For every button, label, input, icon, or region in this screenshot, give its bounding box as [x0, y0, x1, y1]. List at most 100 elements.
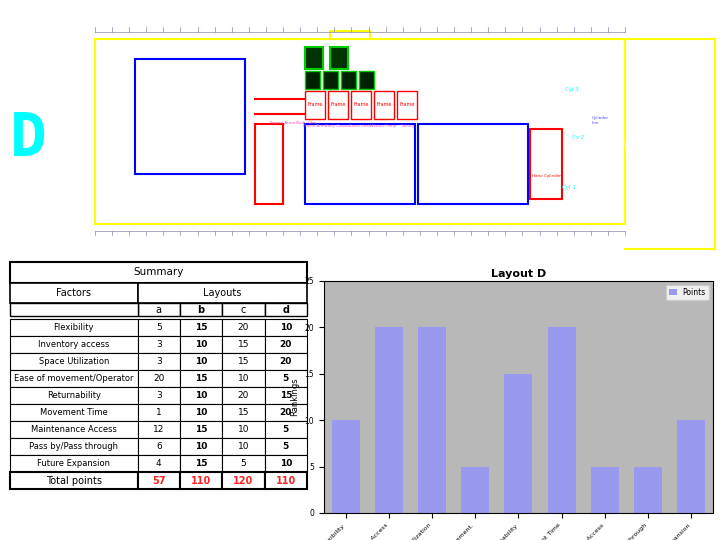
- Bar: [397, 91, 417, 119]
- Text: 15: 15: [195, 374, 207, 383]
- Bar: [138, 387, 180, 404]
- Bar: [504, 374, 533, 513]
- Bar: [222, 404, 265, 421]
- Y-axis label: Rankings: Rankings: [290, 377, 299, 416]
- Text: 5: 5: [283, 425, 289, 434]
- Text: 6: 6: [156, 442, 162, 451]
- Text: 10: 10: [195, 340, 207, 349]
- Text: 20: 20: [279, 357, 292, 366]
- Text: 20: 20: [279, 340, 292, 349]
- Text: Frame: Frame: [330, 103, 346, 107]
- Bar: [222, 387, 265, 404]
- Text: Layouts: Layouts: [203, 288, 241, 298]
- Bar: [374, 91, 394, 119]
- Text: 4: 4: [156, 459, 161, 468]
- Text: 20: 20: [153, 374, 164, 383]
- Text: D: D: [9, 110, 46, 169]
- Bar: [180, 421, 222, 438]
- Text: Frame: Frame: [377, 103, 392, 107]
- Text: Body Chassis: Body Chassis: [325, 124, 351, 128]
- Text: Factors: Factors: [56, 288, 91, 298]
- Bar: [180, 336, 222, 353]
- Text: Movement Time: Movement Time: [40, 408, 107, 417]
- Bar: [305, 71, 320, 89]
- Text: 10: 10: [279, 323, 292, 332]
- Text: Cv 2: Cv 2: [572, 135, 584, 140]
- Bar: [10, 283, 138, 303]
- Bar: [180, 404, 222, 421]
- Bar: [222, 353, 265, 370]
- Bar: [135, 59, 245, 174]
- Text: Import box: Import box: [108, 49, 143, 54]
- Bar: [180, 472, 222, 489]
- Text: Frame: Frame: [307, 103, 323, 107]
- Bar: [677, 420, 705, 513]
- Legend: Points: Points: [666, 285, 709, 300]
- Bar: [10, 303, 138, 316]
- Text: 110: 110: [191, 476, 211, 486]
- Text: Frame Arms: Frame Arms: [303, 124, 327, 128]
- Text: Piston: Piston: [610, 139, 679, 158]
- Text: 3: 3: [156, 391, 162, 400]
- Text: b: b: [197, 305, 204, 315]
- Text: Space Utilization: Space Utilization: [38, 357, 109, 366]
- Bar: [530, 129, 562, 199]
- Bar: [305, 91, 325, 119]
- Text: Returnability: Returnability: [47, 391, 101, 400]
- Text: 110: 110: [276, 476, 296, 486]
- Bar: [138, 472, 180, 489]
- Bar: [265, 336, 307, 353]
- Text: ?: ?: [424, 59, 436, 78]
- Text: 57: 57: [152, 476, 166, 486]
- Text: Maintenance Access: Maintenance Access: [31, 425, 117, 434]
- Bar: [10, 387, 138, 404]
- Bar: [255, 124, 283, 204]
- Bar: [222, 303, 265, 316]
- Bar: [138, 404, 180, 421]
- Bar: [590, 467, 619, 513]
- Text: 5: 5: [283, 442, 289, 451]
- Text: 10: 10: [195, 357, 207, 366]
- Title: Layout D: Layout D: [491, 268, 546, 279]
- Text: Piston Pump: Piston Pump: [372, 124, 396, 128]
- Bar: [328, 91, 348, 119]
- Text: 3: 3: [156, 340, 162, 349]
- Text: 20: 20: [238, 323, 249, 332]
- Text: Cyl 3: Cyl 3: [565, 87, 579, 92]
- Text: 10: 10: [195, 391, 207, 400]
- Text: 1: 1: [156, 408, 162, 417]
- Bar: [222, 319, 265, 336]
- Bar: [10, 353, 138, 370]
- Bar: [330, 31, 370, 39]
- Text: Future Expansion: Future Expansion: [37, 459, 110, 468]
- Text: 5: 5: [240, 459, 246, 468]
- Bar: [10, 262, 307, 283]
- Bar: [138, 283, 307, 303]
- Text: 15: 15: [238, 340, 249, 349]
- Text: Cyl 1: Cyl 1: [562, 185, 576, 190]
- Text: 15: 15: [195, 459, 207, 468]
- Bar: [341, 71, 356, 89]
- Bar: [10, 472, 138, 489]
- Bar: [138, 319, 180, 336]
- Text: Frame: Frame: [259, 161, 279, 166]
- Bar: [265, 303, 307, 316]
- Text: a: a: [156, 305, 162, 315]
- Text: 15: 15: [195, 425, 207, 434]
- Bar: [95, 39, 625, 224]
- Bar: [180, 438, 222, 455]
- Bar: [359, 71, 374, 89]
- Bar: [180, 319, 222, 336]
- Bar: [10, 336, 138, 353]
- Bar: [10, 455, 138, 472]
- Text: 10: 10: [238, 425, 249, 434]
- Bar: [138, 336, 180, 353]
- Text: 20: 20: [238, 391, 249, 400]
- Bar: [265, 319, 307, 336]
- Text: Wash/Paint 1: Wash/Paint 1: [168, 114, 212, 120]
- Bar: [138, 438, 180, 455]
- Text: 10: 10: [195, 442, 207, 451]
- Text: Frame: Frame: [354, 103, 369, 107]
- Text: 10: 10: [238, 442, 249, 451]
- Bar: [138, 370, 180, 387]
